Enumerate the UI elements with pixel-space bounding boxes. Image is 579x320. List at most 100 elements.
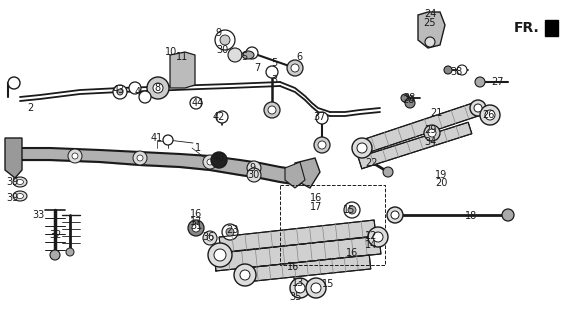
Bar — [280, 185, 385, 265]
Circle shape — [373, 232, 383, 242]
Circle shape — [316, 112, 328, 124]
Circle shape — [113, 85, 127, 99]
Circle shape — [190, 97, 202, 109]
Circle shape — [383, 167, 393, 177]
Text: 4: 4 — [135, 87, 141, 97]
Circle shape — [475, 77, 485, 87]
Circle shape — [295, 283, 305, 293]
Text: 30: 30 — [216, 45, 228, 55]
Circle shape — [207, 159, 213, 165]
Text: 10: 10 — [165, 47, 177, 57]
Text: 6: 6 — [296, 52, 302, 62]
Circle shape — [137, 155, 143, 161]
Circle shape — [240, 270, 250, 280]
Circle shape — [66, 248, 74, 256]
Text: 31: 31 — [190, 221, 202, 231]
Text: 12: 12 — [365, 231, 377, 241]
Circle shape — [306, 278, 326, 298]
Circle shape — [203, 155, 217, 169]
Circle shape — [264, 102, 280, 118]
Circle shape — [405, 98, 415, 108]
Circle shape — [311, 283, 321, 293]
Circle shape — [129, 82, 141, 94]
Text: 39: 39 — [6, 193, 18, 203]
Circle shape — [290, 278, 310, 298]
Circle shape — [470, 100, 486, 116]
Circle shape — [344, 202, 360, 218]
Circle shape — [216, 111, 228, 123]
Text: 37: 37 — [314, 112, 326, 122]
Circle shape — [117, 89, 123, 95]
Text: 7: 7 — [254, 63, 260, 73]
Circle shape — [203, 231, 217, 245]
Polygon shape — [418, 12, 445, 48]
Circle shape — [247, 168, 261, 182]
Circle shape — [287, 60, 303, 76]
Circle shape — [268, 106, 276, 114]
Circle shape — [368, 227, 388, 247]
Polygon shape — [170, 52, 195, 88]
Text: 15: 15 — [343, 205, 355, 215]
Circle shape — [50, 250, 60, 260]
Text: 36: 36 — [202, 232, 214, 242]
Text: 16: 16 — [287, 262, 299, 272]
Circle shape — [207, 235, 213, 241]
Text: 22: 22 — [366, 158, 378, 168]
Text: 26: 26 — [482, 110, 494, 120]
Text: 9: 9 — [249, 163, 255, 173]
Text: 13: 13 — [292, 278, 304, 288]
Text: 19: 19 — [435, 170, 447, 180]
Circle shape — [314, 137, 330, 153]
Text: 38: 38 — [450, 67, 462, 77]
Circle shape — [318, 141, 326, 149]
Ellipse shape — [13, 177, 27, 187]
Circle shape — [226, 228, 234, 236]
Text: 3: 3 — [271, 75, 277, 85]
Circle shape — [391, 211, 399, 219]
Polygon shape — [358, 122, 472, 169]
Circle shape — [474, 104, 482, 112]
Circle shape — [457, 65, 467, 75]
Text: 33: 33 — [32, 210, 44, 220]
Circle shape — [220, 35, 230, 45]
Text: 1: 1 — [195, 143, 201, 153]
Circle shape — [387, 207, 403, 223]
Text: 5: 5 — [271, 58, 277, 68]
Text: 35: 35 — [289, 292, 301, 302]
Text: 29: 29 — [424, 125, 436, 135]
Text: 23: 23 — [226, 225, 238, 235]
Ellipse shape — [16, 180, 24, 185]
Text: 21: 21 — [430, 108, 442, 118]
Polygon shape — [285, 162, 305, 188]
Text: 5: 5 — [241, 52, 247, 62]
Text: 17: 17 — [190, 217, 202, 227]
Circle shape — [188, 220, 204, 236]
Text: 42: 42 — [213, 112, 225, 122]
Circle shape — [234, 264, 256, 286]
Polygon shape — [545, 20, 558, 36]
Circle shape — [291, 64, 299, 72]
Text: 20: 20 — [435, 178, 447, 188]
Polygon shape — [244, 255, 371, 282]
Circle shape — [428, 129, 436, 137]
Text: 16: 16 — [190, 209, 202, 219]
Text: 15: 15 — [322, 279, 334, 289]
Text: 39: 39 — [6, 177, 18, 187]
Circle shape — [139, 91, 151, 103]
Circle shape — [147, 77, 169, 99]
Circle shape — [348, 206, 356, 214]
Circle shape — [444, 66, 452, 74]
Circle shape — [352, 138, 372, 158]
Circle shape — [211, 152, 227, 168]
Text: 40: 40 — [213, 153, 225, 163]
Circle shape — [215, 30, 235, 50]
Circle shape — [425, 37, 435, 47]
Text: 43: 43 — [113, 85, 125, 95]
Text: 16: 16 — [310, 193, 322, 203]
Ellipse shape — [16, 194, 24, 198]
Text: 16: 16 — [346, 248, 358, 258]
Circle shape — [357, 143, 367, 153]
Text: 38: 38 — [403, 93, 415, 103]
Text: 27: 27 — [491, 77, 503, 87]
Text: 11: 11 — [176, 52, 188, 62]
